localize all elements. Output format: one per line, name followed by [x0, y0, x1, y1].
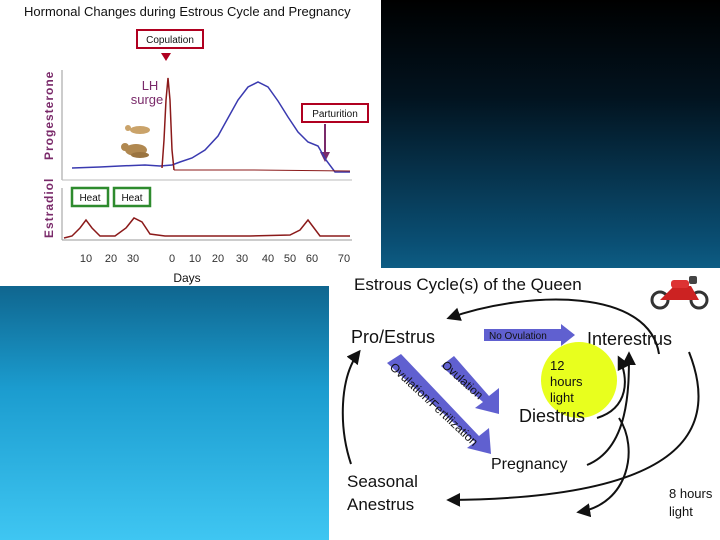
estrous-cycle-panel: Estrous Cycle(s) of the Queen Pro/Estrus… [329, 268, 720, 540]
cycle-diagram-svg: Estrous Cycle(s) of the Queen Pro/Estrus… [341, 275, 713, 519]
progesterone-curve [71, 81, 350, 173]
copulation-marker [161, 53, 171, 61]
heat-box-2 [112, 186, 152, 208]
diestrus-to-interestrus-arrow [596, 355, 631, 419]
tick-label: 30 [127, 253, 139, 265]
heat-label-1: Heat [79, 193, 100, 204]
anestrus-to-proestrus-arrow [341, 349, 361, 465]
heat-label-2: Heat [121, 193, 142, 204]
x-tick-labels: 10 20 30 0 10 20 30 40 50 60 70 [80, 253, 350, 265]
cat-icon [125, 125, 150, 134]
tick-label: 40 [262, 253, 274, 265]
tick-label: 70 [338, 253, 350, 265]
mating-cats-icon [121, 143, 149, 158]
tick-label: 50 [284, 253, 296, 265]
days-label: Days [173, 271, 200, 285]
pro-estrus-label: Pro/Estrus [351, 327, 435, 347]
lh-surge-curve [161, 77, 175, 171]
interestrus-to-anestrus-arrow [446, 351, 700, 507]
cycle-title: Estrous Cycle(s) of the Queen [354, 275, 582, 294]
twelve-hours-light-bubble [541, 342, 617, 418]
twelve-hours-line2: hours [550, 374, 583, 389]
copulation-label: Copulation [146, 35, 194, 46]
heat-box-1 [70, 186, 110, 208]
estradiol-curve [63, 217, 350, 239]
cycle-arrows [341, 298, 700, 518]
ovulation-arrow [441, 356, 499, 414]
lh-baseline [174, 169, 351, 172]
parturition-label: Parturition [312, 109, 358, 120]
ovulation-fertilization-arrow [387, 354, 491, 454]
progesterone-axis-label: Progesterone [42, 71, 56, 160]
twelve-hours-line1: 12 [550, 358, 564, 373]
tick-label: 0 [169, 253, 175, 265]
tick-label: 30 [236, 253, 248, 265]
hormone-chart-svg: Progesterone Estradiol Copulation LH sur… [42, 29, 369, 285]
surge-label: surge [131, 92, 164, 107]
motorcycle-icon [650, 276, 709, 310]
lh-label: LH [142, 78, 159, 93]
diestrus-label: Diestrus [519, 406, 585, 426]
hormone-chart-title: Hormonal Changes during Estrous Cycle an… [24, 4, 351, 19]
twelve-hours-line3: light [550, 390, 574, 405]
pregnancy-to-anestrus-arrow [576, 417, 630, 518]
parturition-box [301, 103, 369, 123]
interestrus-to-proestrus-arrow [446, 298, 660, 355]
tick-label: 10 [189, 253, 201, 265]
anestrus-label: Anestrus [347, 495, 414, 514]
pregnancy-label: Pregnancy [491, 456, 568, 473]
seasonal-label: Seasonal [347, 472, 418, 491]
estradiol-axis-label: Estradiol [42, 178, 56, 238]
interestrus-label: Interestrus [587, 329, 672, 349]
tick-label: 60 [306, 253, 318, 265]
no-ovulation-arrow [484, 324, 575, 346]
eight-hours-line1: 8 hours [669, 486, 713, 501]
hormone-chart-panel: Hormonal Changes during Estrous Cycle an… [0, 0, 381, 286]
no-ovulation-label: No Ovulation [489, 331, 547, 342]
tick-label: 20 [105, 253, 117, 265]
tick-label: 20 [212, 253, 224, 265]
tick-label: 10 [80, 253, 92, 265]
eight-hours-line2: light [669, 504, 693, 519]
ovulation-label: Ovulation [439, 358, 486, 402]
copulation-box [136, 29, 204, 49]
